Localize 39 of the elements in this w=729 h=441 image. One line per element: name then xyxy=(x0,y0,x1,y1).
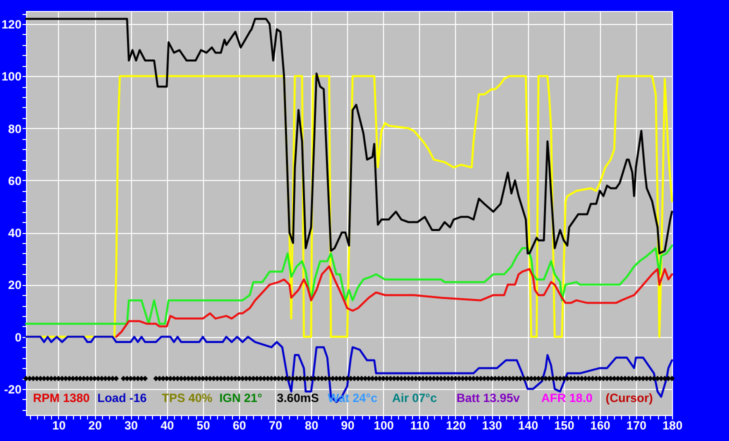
x-tick-label: 160 xyxy=(590,418,611,432)
annotation: (Cursor) xyxy=(606,391,653,405)
line-series xyxy=(25,244,673,325)
y-tick-label: 100 xyxy=(1,70,22,84)
y-tick-label: -20 xyxy=(4,382,22,396)
line-series xyxy=(25,18,673,254)
annotation: TPS 40% xyxy=(162,391,213,405)
annotation: Load -16 xyxy=(97,391,148,405)
annotation: Air 07°c xyxy=(392,391,438,405)
x-tick-label: 120 xyxy=(446,418,466,432)
x-tick-label: 90 xyxy=(341,418,355,432)
y-tick-label: 80 xyxy=(8,122,22,136)
y-tick-label: 20 xyxy=(8,278,22,292)
y-tick-label: 120 xyxy=(1,18,22,32)
x-tick-label: 170 xyxy=(626,418,647,432)
annotation: AFR 18.0 xyxy=(541,391,593,405)
annotation: 3.60mS xyxy=(276,391,319,405)
x-tick-label: 30 xyxy=(124,418,138,432)
y-tick-label: 0 xyxy=(14,330,22,344)
annotation: IGN 21° xyxy=(219,391,262,405)
x-tick-label: 110 xyxy=(410,418,430,432)
x-tick-label: 50 xyxy=(196,418,210,432)
y-tick-label: 60 xyxy=(8,174,22,188)
x-tick-label: 40 xyxy=(160,418,174,432)
x-tick-label: 70 xyxy=(268,418,283,432)
line-series xyxy=(25,336,673,403)
x-tick-label: 150 xyxy=(554,418,575,432)
annotation: RPM 1380 xyxy=(33,391,90,405)
annotation: Batt 13.95v xyxy=(456,391,520,405)
x-tick-label: 20 xyxy=(88,418,102,432)
x-tick-label: 180 xyxy=(662,418,683,432)
x-tick-label: 10 xyxy=(52,418,66,432)
x-tick-label: 80 xyxy=(304,418,319,432)
x-tick-label: 130 xyxy=(482,418,502,432)
x-tick-label: 100 xyxy=(374,418,394,432)
x-tick-label: 60 xyxy=(232,418,246,432)
x-tick-label: 140 xyxy=(518,418,538,432)
y-tick-label: 40 xyxy=(8,226,22,240)
line-series xyxy=(115,265,673,338)
